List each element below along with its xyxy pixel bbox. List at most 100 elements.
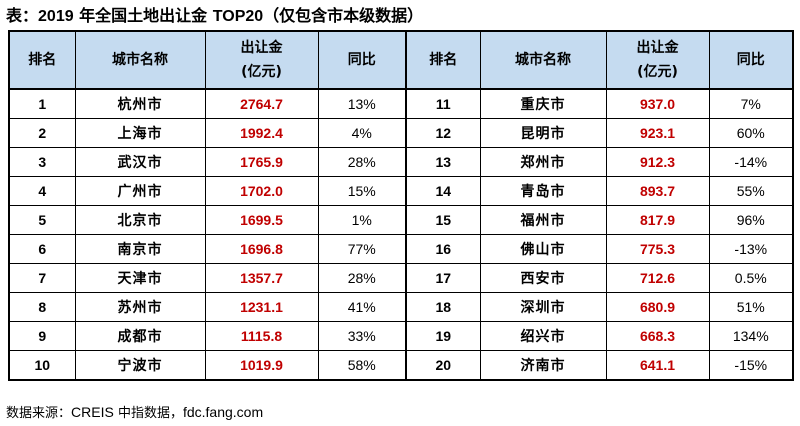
header-city-right: 城市名称 <box>479 30 607 90</box>
header-rank-right: 排名 <box>405 30 481 90</box>
cell-yoy: -15% <box>708 350 794 381</box>
cell-city: 成都市 <box>74 321 206 351</box>
cell-rank: 6 <box>8 234 76 264</box>
cell-city: 重庆市 <box>479 88 607 119</box>
cell-rank: 14 <box>405 176 481 206</box>
cell-rank: 2 <box>8 118 76 148</box>
cell-city: 青岛市 <box>479 176 607 206</box>
header-city: 城市名称 <box>74 30 206 90</box>
cell-city: 济南市 <box>479 350 607 381</box>
header-yoy: 同比 <box>317 30 407 90</box>
table-row: 1 杭州市 2764.7 13% 11 重庆市 937.0 7% <box>8 88 794 119</box>
header-amount-line1-right: 出让金 <box>636 40 679 56</box>
table-row: 5 北京市 1699.5 1% 15 福州市 817.9 96% <box>8 205 794 235</box>
cell-yoy: -14% <box>708 147 794 177</box>
cell-yoy: 28% <box>317 147 407 177</box>
cell-rank: 17 <box>405 263 481 293</box>
cell-yoy: 0.5% <box>708 263 794 293</box>
source-org: CREIS <box>71 404 114 420</box>
cell-rank: 15 <box>405 205 481 235</box>
cell-city: 西安市 <box>479 263 607 293</box>
header-amount-line2-right: (亿元) <box>637 64 678 80</box>
cell-yoy: 77% <box>317 234 407 264</box>
cell-yoy: 60% <box>708 118 794 148</box>
header-amount-line2: (亿元) <box>241 64 282 80</box>
cell-city: 宁波市 <box>74 350 206 381</box>
table-row: 8 苏州市 1231.1 41% 18 深圳市 680.9 51% <box>8 292 794 322</box>
table-row: 3 武汉市 1765.9 28% 13 郑州市 912.3 -14% <box>8 147 794 177</box>
cell-city: 武汉市 <box>74 147 206 177</box>
cell-rank: 19 <box>405 321 481 351</box>
header-amount: 出让金 (亿元) <box>204 30 319 90</box>
cell-yoy: 41% <box>317 292 407 322</box>
cell-yoy: 134% <box>708 321 794 351</box>
header-rank: 排名 <box>8 30 76 90</box>
cell-amount: 1702.0 <box>204 176 319 206</box>
table-row: 10 宁波市 1019.9 58% 20 济南市 641.1 -15% <box>8 350 794 381</box>
cell-amount: 923.1 <box>605 118 710 148</box>
source-site: fdc.fang.com <box>182 404 264 420</box>
cell-amount: 680.9 <box>605 292 710 322</box>
source-label: 数据来源： <box>6 406 72 421</box>
cell-city: 天津市 <box>74 263 206 293</box>
table-row: 9 成都市 1115.8 33% 19 绍兴市 668.3 134% <box>8 321 794 351</box>
cell-rank: 20 <box>405 350 481 381</box>
header-amount-right: 出让金 (亿元) <box>605 30 710 90</box>
header-row: 排名 城市名称 出让金 (亿元) 同比 排名 城市名称 出让金 (亿元) 同比 <box>8 30 794 90</box>
title-top: TOP20 <box>212 8 264 25</box>
cell-city: 上海市 <box>74 118 206 148</box>
cell-amount: 668.3 <box>605 321 710 351</box>
cell-yoy: 28% <box>317 263 407 293</box>
cell-rank: 10 <box>8 350 76 381</box>
cell-amount: 1992.4 <box>204 118 319 148</box>
table-row: 7 天津市 1357.7 28% 17 西安市 712.6 0.5% <box>8 263 794 293</box>
cell-amount: 1019.9 <box>204 350 319 381</box>
cell-yoy: 33% <box>317 321 407 351</box>
cell-city: 福州市 <box>479 205 607 235</box>
cell-amount: 775.3 <box>605 234 710 264</box>
cell-amount: 912.3 <box>605 147 710 177</box>
cell-rank: 12 <box>405 118 481 148</box>
cell-amount: 817.9 <box>605 205 710 235</box>
header-amount-line1: 出让金 <box>240 40 283 56</box>
cell-yoy: 1% <box>317 205 407 235</box>
source-name: 中指数据， <box>113 406 183 421</box>
cell-rank: 5 <box>8 205 76 235</box>
cell-rank: 16 <box>405 234 481 264</box>
cell-amount: 712.6 <box>605 263 710 293</box>
table-title: 表：2019 年全国土地出让金 TOP20（仅包含市本级数据） <box>6 4 423 28</box>
cell-amount: 937.0 <box>605 88 710 119</box>
cell-city: 昆明市 <box>479 118 607 148</box>
cell-amount: 641.1 <box>605 350 710 381</box>
table-row: 6 南京市 1696.8 77% 16 佛山市 775.3 -13% <box>8 234 794 264</box>
cell-yoy: 96% <box>708 205 794 235</box>
cell-yoy: 51% <box>708 292 794 322</box>
cell-rank: 4 <box>8 176 76 206</box>
cell-yoy: 58% <box>317 350 407 381</box>
title-prefix: 表： <box>6 6 39 25</box>
cell-city: 绍兴市 <box>479 321 607 351</box>
table-row: 2 上海市 1992.4 4% 12 昆明市 923.1 60% <box>8 118 794 148</box>
cell-amount: 1696.8 <box>204 234 319 264</box>
cell-rank: 7 <box>8 263 76 293</box>
cell-city: 郑州市 <box>479 147 607 177</box>
cell-rank: 1 <box>8 88 76 119</box>
cell-amount: 2764.7 <box>204 88 319 119</box>
cell-yoy: 7% <box>708 88 794 119</box>
title-middle: 年全国土地出让金 <box>73 6 213 25</box>
cell-amount: 893.7 <box>605 176 710 206</box>
cell-yoy: 15% <box>317 176 407 206</box>
data-source-note: 数据来源：CREIS 中指数据，fdc.fang.com <box>6 402 263 422</box>
title-year: 2019 <box>38 8 74 25</box>
cell-city: 南京市 <box>74 234 206 264</box>
cell-rank: 18 <box>405 292 481 322</box>
cell-city: 深圳市 <box>479 292 607 322</box>
cell-yoy: 13% <box>317 88 407 119</box>
cell-rank: 9 <box>8 321 76 351</box>
cell-amount: 1231.1 <box>204 292 319 322</box>
cell-city: 北京市 <box>74 205 206 235</box>
cell-city: 广州市 <box>74 176 206 206</box>
cell-yoy: -13% <box>708 234 794 264</box>
table-row: 4 广州市 1702.0 15% 14 青岛市 893.7 55% <box>8 176 794 206</box>
